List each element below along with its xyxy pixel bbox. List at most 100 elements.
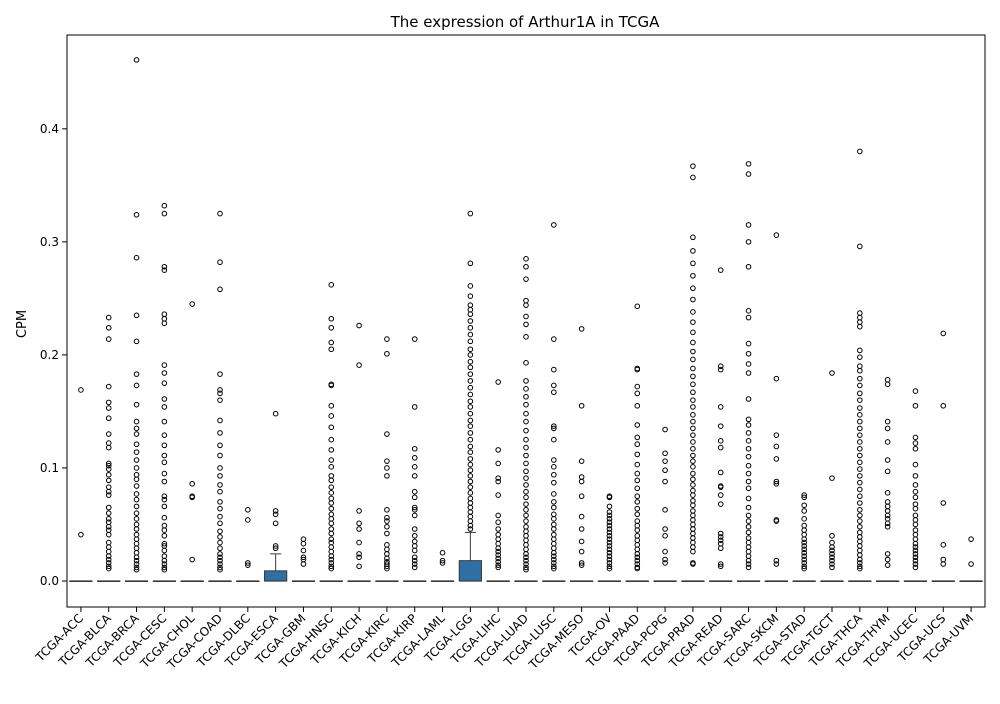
outlier-point	[133, 312, 140, 319]
outlier-point	[467, 210, 474, 217]
outlier-point	[634, 461, 641, 468]
outlier-point	[606, 539, 613, 546]
y-axis-label: CPM	[15, 310, 30, 338]
outlier-point	[884, 381, 891, 388]
outlier-point	[523, 313, 529, 320]
outlier-point	[467, 283, 474, 289]
outlier-point	[133, 211, 140, 218]
outlier-point	[328, 565, 335, 572]
outlier-point	[717, 534, 724, 540]
outlier-point	[217, 488, 223, 495]
outlier-point	[161, 522, 168, 529]
outlier-point	[857, 538, 863, 545]
outlier-point	[328, 484, 335, 490]
outlier-point	[467, 331, 474, 338]
outlier-point	[690, 339, 696, 346]
outlier-point	[606, 532, 613, 539]
outlier-point	[133, 57, 140, 63]
outlier-point	[384, 563, 390, 570]
outlier-point	[523, 528, 529, 535]
outlier-point	[745, 462, 752, 469]
outlier-point	[551, 222, 557, 228]
outlier-point	[690, 319, 696, 325]
outlier-point	[133, 441, 140, 448]
outlier-point	[467, 490, 474, 496]
outlier-point	[912, 527, 919, 533]
outlier-point	[801, 508, 807, 514]
outlier-point	[133, 554, 140, 561]
outlier-point	[912, 561, 919, 567]
outlier-point	[690, 521, 696, 528]
outlier-point	[411, 504, 418, 511]
outlier-point	[384, 518, 390, 524]
outlier-point	[439, 557, 446, 564]
outlier-point	[272, 543, 279, 549]
box-rect	[458, 560, 482, 582]
outlier-point	[717, 366, 724, 373]
outlier-point	[745, 161, 752, 167]
outlier-point	[161, 315, 168, 322]
outlier-point	[690, 502, 696, 509]
outlier-point	[634, 470, 641, 477]
outlier-point	[912, 501, 919, 507]
outlier-point	[411, 464, 418, 470]
outlier-point	[133, 545, 140, 552]
outlier-point	[801, 536, 807, 542]
box-group	[69, 387, 93, 582]
outlier-point	[968, 536, 974, 542]
outlier-point	[217, 520, 223, 527]
outlier-point	[133, 521, 140, 528]
outlier-point	[634, 366, 641, 373]
outlier-point	[662, 532, 668, 539]
box-group	[681, 163, 705, 582]
outlier-point	[884, 503, 891, 510]
outlier-point	[467, 352, 474, 358]
outlier-point	[328, 315, 335, 322]
outlier-point	[634, 546, 641, 553]
outlier-point	[857, 534, 863, 540]
outlier-point	[384, 473, 390, 479]
outlier-point	[717, 561, 724, 567]
outlier-point	[328, 324, 335, 331]
outlier-point	[690, 397, 696, 403]
outlier-point	[717, 438, 724, 444]
outlier-point	[690, 512, 696, 519]
outlier-point	[884, 508, 891, 514]
outlier-point	[717, 469, 724, 476]
outlier-point	[467, 513, 474, 520]
outlier-point	[217, 534, 223, 540]
outlier-point	[133, 401, 140, 408]
outlier-point	[634, 511, 641, 518]
outlier-point	[495, 512, 501, 519]
outlier-point	[272, 410, 279, 417]
outlier-point	[690, 272, 696, 279]
outlier-point	[551, 521, 557, 528]
outlier-point	[217, 551, 223, 557]
outlier-point	[662, 478, 668, 485]
outlier-point	[105, 444, 112, 451]
outlier-point	[884, 425, 891, 432]
outlier-point	[161, 566, 168, 573]
outlier-point	[105, 531, 112, 538]
outlier-point	[467, 467, 474, 474]
outlier-point	[161, 404, 168, 410]
outlier-point	[551, 471, 557, 478]
outlier-point	[133, 503, 140, 510]
outlier-point	[467, 443, 474, 450]
outlier-point	[105, 544, 112, 550]
outlier-point	[523, 460, 529, 467]
box-group	[375, 336, 399, 582]
outlier-point	[384, 551, 390, 557]
outlier-point	[745, 535, 752, 541]
outlier-point	[411, 526, 418, 532]
outlier-point	[745, 504, 752, 511]
outlier-point	[745, 518, 752, 524]
outlier-point	[411, 336, 418, 342]
outlier-point	[300, 554, 307, 561]
outlier-point	[857, 382, 863, 389]
outlier-point	[467, 306, 474, 313]
outlier-point	[912, 564, 919, 571]
outlier-point	[105, 553, 112, 559]
outlier-point	[133, 338, 140, 345]
box-group	[570, 326, 594, 582]
